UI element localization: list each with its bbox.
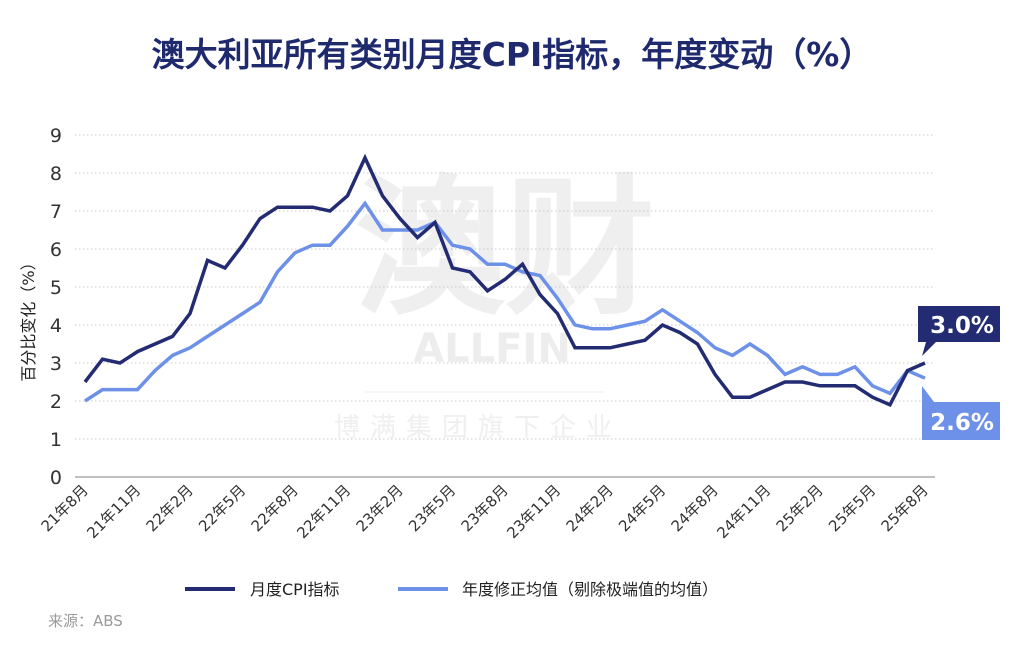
- x-tick-label: 24年5月: [615, 481, 669, 535]
- watermark-text: 澳财: [355, 162, 655, 336]
- x-tick-label: 24年11月: [713, 481, 774, 542]
- y-tick-label: 5: [50, 277, 62, 299]
- y-tick-label: 3: [50, 353, 62, 375]
- end-label-trimmed-mean: 2.6%: [930, 410, 994, 436]
- y-tick-label: 1: [50, 429, 62, 451]
- x-tick-label: 22年8月: [248, 481, 302, 535]
- x-tick-label: 23年5月: [405, 481, 459, 535]
- x-tick-label: 25年2月: [773, 481, 827, 535]
- x-tick-label: 22年11月: [293, 481, 354, 542]
- y-tick-label: 2: [50, 391, 62, 413]
- end-label-box-trimmed-mean: [922, 386, 1000, 440]
- watermark-sub: 博满集团旗下企业: [334, 413, 622, 443]
- x-tick-label: 25年8月: [878, 481, 932, 535]
- legend-label-trimmed-mean: 年度修正均值（剔除极端值的均值）: [462, 580, 718, 599]
- x-tick-label: 23年8月: [458, 481, 512, 535]
- y-tick-label: 4: [50, 315, 62, 337]
- legend-label-cpi: 月度CPI指标: [250, 580, 340, 599]
- end-label-cpi: 3.0%: [930, 313, 994, 339]
- x-tick-label: 24年2月: [563, 481, 617, 535]
- y-tick-label: 7: [50, 201, 62, 223]
- x-tick-label: 25年5月: [825, 481, 879, 535]
- x-tick-label: 21年8月: [38, 481, 92, 535]
- page-title: 澳大利亚所有类别月度CPI指标，年度变动（%）: [151, 35, 873, 74]
- watermark-brand: ALLFIN: [413, 326, 571, 372]
- y-tick-label: 0: [50, 467, 62, 489]
- y-tick-label: 6: [50, 239, 62, 261]
- x-tick-label: 22年5月: [195, 481, 249, 535]
- x-tick-label: 24年8月: [668, 481, 722, 535]
- source-note: 来源：ABS: [48, 612, 123, 630]
- series-line-0: [83, 153, 926, 408]
- y-tick-label: 9: [50, 125, 62, 147]
- x-tick-label: 23年2月: [353, 481, 407, 535]
- end-label-box-cpi: [918, 306, 1000, 356]
- x-tick-label: 21年11月: [83, 481, 144, 542]
- y-axis-label: 百分比变化（%）: [19, 254, 38, 381]
- y-tick-label: 8: [50, 163, 62, 185]
- x-tick-label: 23年11月: [503, 481, 564, 542]
- x-tick-label: 22年2月: [143, 481, 197, 535]
- series-line-1: [84, 200, 926, 403]
